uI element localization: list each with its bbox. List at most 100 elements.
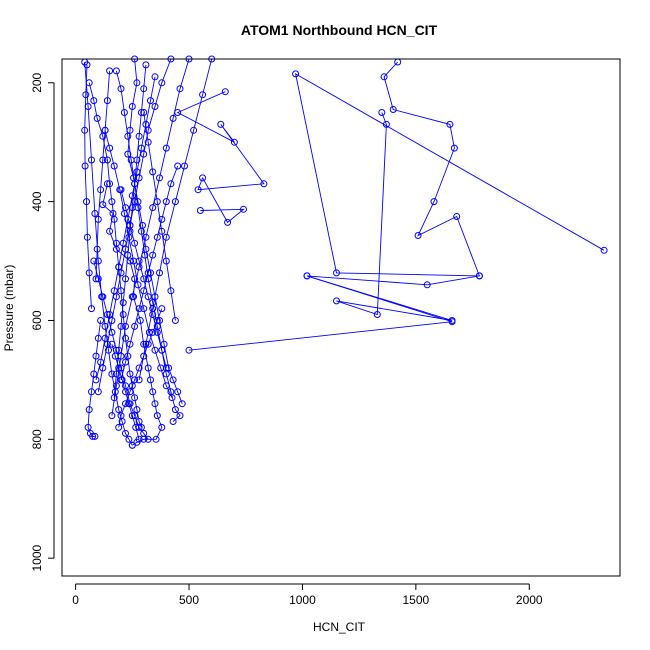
series-line bbox=[143, 112, 176, 321]
data-point bbox=[600, 246, 608, 254]
data-point bbox=[149, 328, 157, 336]
data-point bbox=[333, 297, 340, 305]
x-tick-label: 1000 bbox=[289, 593, 316, 607]
series-line bbox=[111, 58, 190, 416]
data-point bbox=[103, 311, 111, 318]
data-point bbox=[142, 340, 150, 348]
data-point bbox=[135, 435, 143, 443]
data-point bbox=[115, 263, 123, 271]
data-point bbox=[115, 406, 123, 414]
data-point bbox=[167, 287, 175, 295]
data-point bbox=[414, 232, 422, 239]
data-point bbox=[106, 311, 114, 318]
data-point bbox=[81, 126, 89, 134]
data-point bbox=[97, 317, 105, 324]
data-point bbox=[133, 168, 141, 176]
data-point bbox=[108, 328, 116, 336]
data-point bbox=[131, 412, 139, 420]
data-point bbox=[115, 364, 123, 372]
data-point bbox=[128, 412, 136, 420]
data-point bbox=[430, 198, 438, 206]
data-point bbox=[83, 61, 91, 69]
data-point bbox=[169, 114, 177, 122]
data-point bbox=[423, 281, 431, 289]
data-point bbox=[85, 406, 93, 414]
series-line bbox=[127, 58, 183, 404]
data-point bbox=[135, 376, 143, 384]
data-point bbox=[132, 423, 140, 431]
data-point bbox=[181, 162, 188, 170]
data-point bbox=[93, 245, 101, 253]
data-point bbox=[128, 204, 136, 212]
data-point bbox=[135, 132, 143, 140]
data-point bbox=[94, 215, 102, 223]
data-point bbox=[106, 227, 114, 235]
data-point bbox=[101, 126, 109, 134]
data-point bbox=[117, 412, 125, 420]
data-point bbox=[112, 382, 120, 390]
data-point bbox=[122, 204, 129, 212]
data-point bbox=[171, 198, 179, 206]
data-point bbox=[81, 162, 89, 170]
data-point bbox=[115, 423, 123, 431]
data-point bbox=[144, 435, 152, 443]
series-line bbox=[87, 320, 102, 437]
data-point bbox=[94, 275, 102, 283]
data-point bbox=[119, 311, 127, 318]
data-point bbox=[122, 334, 129, 342]
data-point bbox=[83, 198, 90, 206]
data-point bbox=[124, 132, 132, 140]
data-point bbox=[153, 328, 161, 336]
data-point bbox=[108, 340, 116, 348]
data-point bbox=[303, 272, 311, 280]
data-point bbox=[165, 364, 173, 372]
data-point bbox=[131, 322, 139, 330]
series-22 bbox=[140, 109, 179, 324]
data-point bbox=[448, 318, 456, 326]
data-point bbox=[151, 103, 159, 110]
data-point bbox=[142, 233, 150, 241]
data-point bbox=[171, 317, 179, 324]
data-point bbox=[153, 198, 161, 206]
data-point bbox=[99, 364, 107, 372]
data-point bbox=[190, 126, 198, 134]
series-line bbox=[95, 76, 156, 381]
data-point bbox=[151, 400, 159, 408]
data-point bbox=[117, 186, 125, 194]
y-tick-label: 600 bbox=[30, 310, 44, 330]
data-point bbox=[125, 435, 133, 443]
data-point bbox=[144, 269, 152, 277]
data-point bbox=[162, 382, 170, 390]
series-16 bbox=[135, 55, 216, 384]
data-point bbox=[162, 233, 170, 241]
y-tick-label: 200 bbox=[30, 72, 44, 92]
data-point bbox=[162, 257, 170, 265]
data-point bbox=[106, 144, 114, 152]
data-point bbox=[153, 412, 161, 420]
data-point bbox=[110, 215, 118, 223]
y-tick-label: 1000 bbox=[30, 545, 44, 572]
data-point bbox=[106, 67, 114, 75]
data-point bbox=[97, 358, 105, 366]
data-point bbox=[83, 233, 91, 241]
data-point bbox=[151, 293, 159, 301]
data-point bbox=[169, 418, 177, 425]
series-line bbox=[113, 64, 147, 398]
data-point bbox=[156, 269, 163, 277]
data-point bbox=[292, 70, 300, 78]
series-12 bbox=[101, 126, 176, 402]
data-point bbox=[117, 364, 125, 372]
data-point bbox=[128, 293, 136, 301]
data-point bbox=[133, 79, 141, 87]
data-point bbox=[137, 109, 145, 116]
data-point bbox=[125, 233, 133, 241]
data-point bbox=[162, 144, 170, 152]
data-point bbox=[147, 376, 154, 384]
data-point bbox=[135, 364, 143, 372]
data-point bbox=[152, 435, 160, 443]
data-point bbox=[99, 293, 107, 301]
data-point bbox=[140, 352, 148, 360]
data-point bbox=[149, 251, 157, 259]
data-point bbox=[217, 120, 225, 128]
